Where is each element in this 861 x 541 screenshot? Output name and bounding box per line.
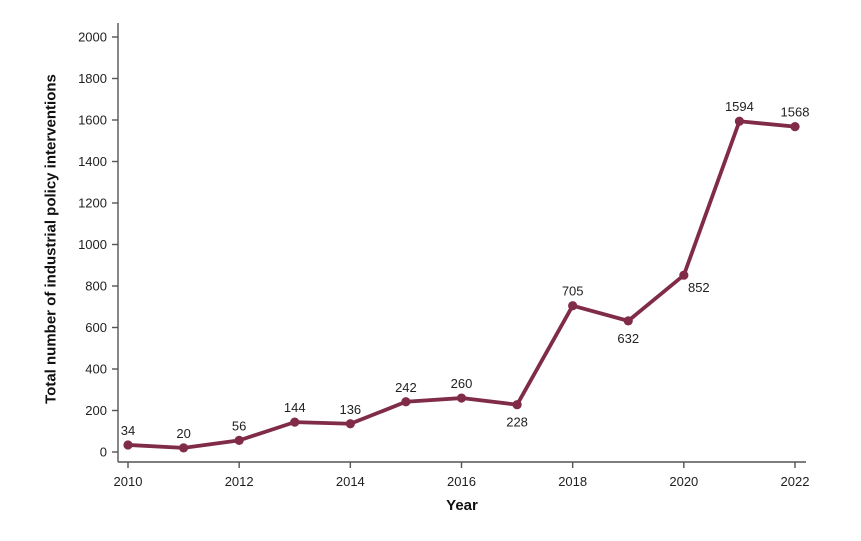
data-point-label: 242 — [395, 380, 417, 395]
data-point — [734, 116, 745, 126]
x-tick-label: 2012 — [225, 474, 254, 489]
data-point — [178, 443, 189, 453]
y-tick-label: 400 — [85, 362, 107, 377]
data-point — [790, 122, 800, 132]
data-point-label: 228 — [506, 415, 528, 430]
data-point — [290, 417, 300, 427]
data-point — [456, 393, 467, 403]
x-tick-label: 2022 — [781, 474, 810, 489]
y-tick-label: 200 — [85, 403, 107, 418]
data-point — [345, 419, 355, 429]
data-point-label: 260 — [451, 376, 473, 391]
data-point-label: 20 — [176, 426, 190, 441]
data-point — [123, 440, 133, 450]
y-tick-label: 1800 — [78, 71, 107, 86]
data-point-label: 1594 — [725, 99, 754, 114]
data-point-label: 56 — [232, 418, 246, 433]
data-point-label: 1568 — [781, 105, 810, 120]
y-tick-label: 800 — [85, 279, 107, 294]
y-axis-title: Total number of industrial policy interv… — [42, 74, 60, 404]
y-tick-label: 1600 — [78, 113, 107, 128]
data-point-label: 136 — [339, 402, 361, 417]
data-point — [234, 435, 244, 445]
x-tick-label: 2018 — [558, 474, 587, 489]
data-point-label: 144 — [284, 400, 306, 415]
y-tick-label: 1400 — [78, 154, 107, 169]
data-point — [568, 301, 578, 311]
data-point — [679, 270, 689, 280]
y-tick-label: 2000 — [78, 30, 107, 45]
x-tick-label: 2016 — [447, 474, 476, 489]
y-tick-label: 1200 — [78, 196, 107, 211]
x-tick-label: 2020 — [669, 474, 698, 489]
y-tick-label: 1000 — [78, 237, 107, 252]
data-point — [512, 400, 522, 410]
y-tick-label: 0 — [100, 445, 107, 460]
data-point-label: 705 — [562, 284, 584, 299]
x-tick-label: 2010 — [114, 474, 143, 489]
data-point — [401, 397, 411, 407]
data-point-label: 632 — [617, 331, 639, 346]
y-tick-label: 600 — [85, 320, 107, 335]
data-point-label: 852 — [688, 280, 710, 295]
x-axis-title: Year — [446, 497, 478, 514]
x-tick-label: 2014 — [336, 474, 365, 489]
data-point-label: 34 — [121, 423, 135, 438]
data-point — [623, 316, 633, 326]
